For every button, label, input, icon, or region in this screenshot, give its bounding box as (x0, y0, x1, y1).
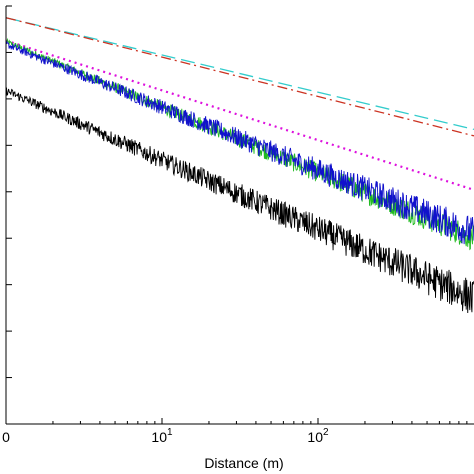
series-layer (5, 17, 474, 314)
x-axis-label: Distance (m) (204, 455, 283, 471)
x-tick-labels: 0 101 102 (2, 427, 329, 445)
series-line-4 (5, 40, 474, 245)
series-line-5 (5, 87, 474, 314)
x-tick-label: 0 (2, 429, 10, 445)
tick-layer (5, 5, 468, 425)
x-tick-label: 101 (151, 427, 173, 445)
series-line-1 (5, 17, 474, 137)
series-line-0 (5, 17, 474, 131)
x-tick-label: 102 (307, 427, 329, 445)
series-line-2 (5, 39, 474, 191)
